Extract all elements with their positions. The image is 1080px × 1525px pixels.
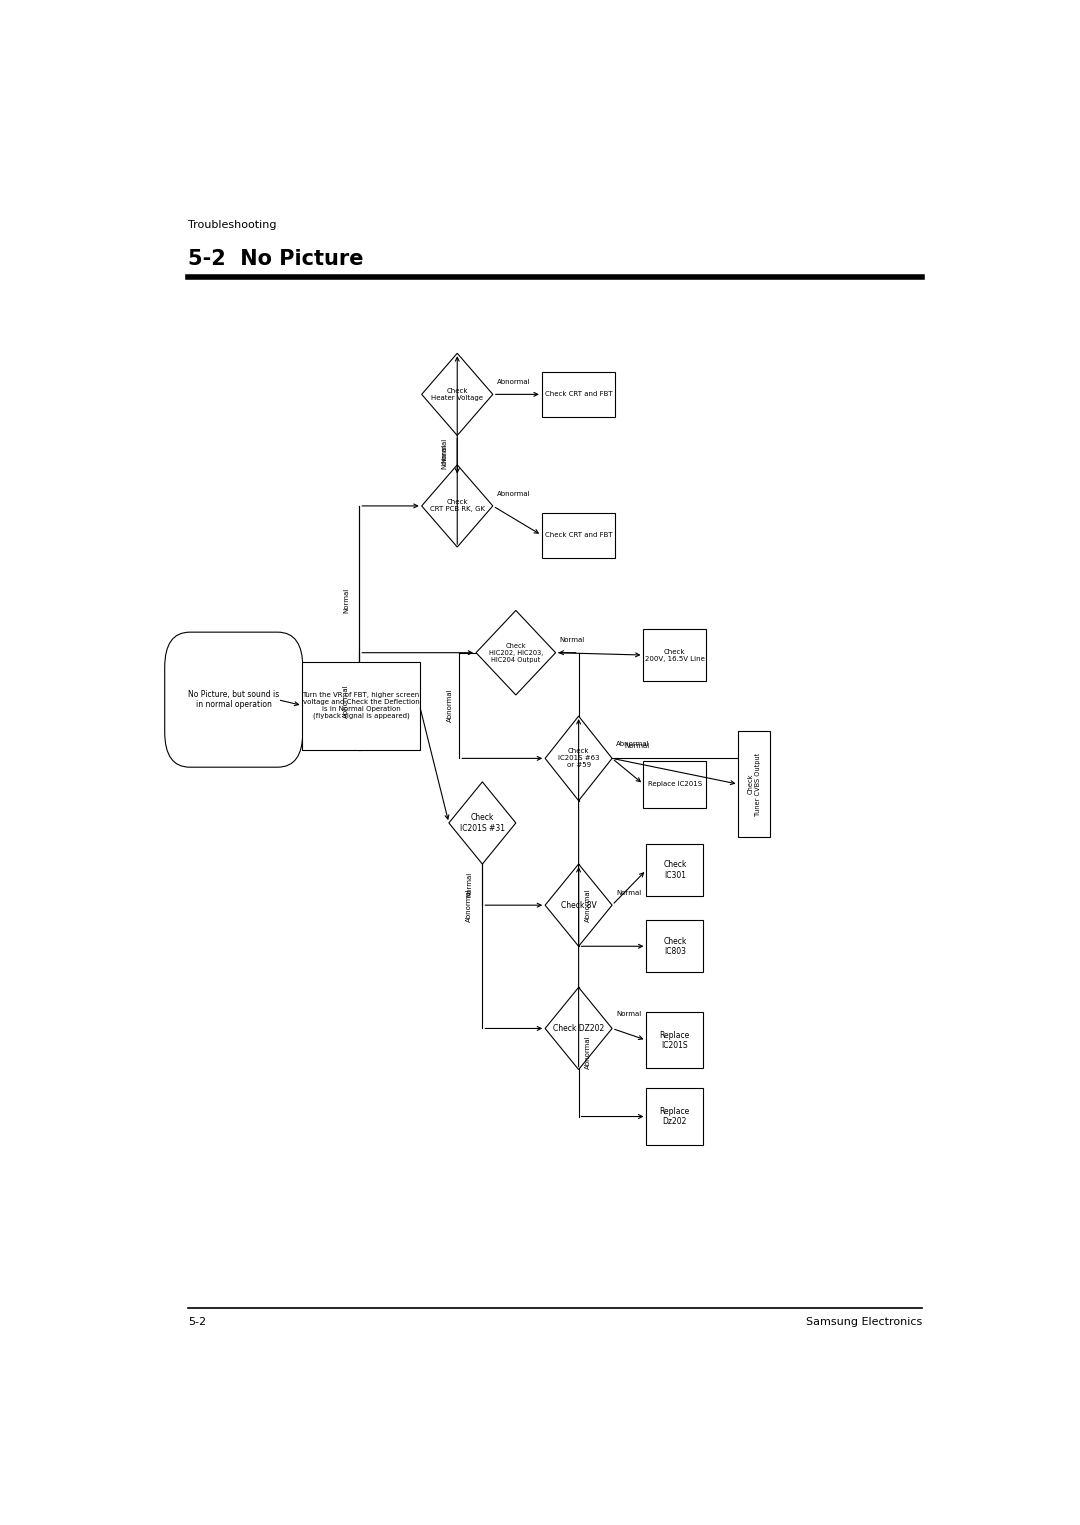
- Polygon shape: [449, 782, 516, 865]
- FancyBboxPatch shape: [542, 512, 616, 558]
- Text: Normal: Normal: [624, 743, 650, 749]
- Text: Replace IC201S: Replace IC201S: [648, 781, 702, 787]
- Text: Troubleshooting: Troubleshooting: [188, 220, 276, 230]
- FancyBboxPatch shape: [644, 761, 706, 808]
- Text: 5-2: 5-2: [188, 1318, 206, 1327]
- Text: Replace
IC201S: Replace IC201S: [660, 1031, 690, 1049]
- Text: Check
IC201S #63
or #59: Check IC201S #63 or #59: [557, 749, 599, 769]
- Polygon shape: [545, 987, 612, 1069]
- Text: Abnormal: Abnormal: [497, 380, 530, 384]
- Text: Abnormal: Abnormal: [585, 1035, 592, 1069]
- FancyBboxPatch shape: [302, 662, 420, 750]
- Text: Check CRT and FBT: Check CRT and FBT: [544, 392, 612, 398]
- Text: Check
Heater Voltage: Check Heater Voltage: [431, 387, 483, 401]
- Text: Normal: Normal: [343, 587, 349, 613]
- Polygon shape: [545, 865, 612, 946]
- FancyBboxPatch shape: [739, 732, 770, 837]
- FancyBboxPatch shape: [647, 1013, 703, 1069]
- Text: Normal: Normal: [617, 1011, 642, 1017]
- Text: Abnormal: Abnormal: [447, 689, 453, 723]
- Text: Check
IC301: Check IC301: [663, 860, 687, 880]
- Text: Replace
Dz202: Replace Dz202: [660, 1107, 690, 1127]
- Text: Turn the VR of FBT, higher screen
voltage and Check the Deflection
is in Normal : Turn the VR of FBT, higher screen voltag…: [302, 692, 420, 720]
- Text: Abnormal: Abnormal: [467, 889, 472, 923]
- Text: Check
CRT PCB RK, GK: Check CRT PCB RK, GK: [430, 499, 485, 512]
- Text: Normal: Normal: [617, 889, 642, 895]
- FancyBboxPatch shape: [644, 630, 706, 680]
- Text: Check
IC803: Check IC803: [663, 936, 687, 956]
- FancyBboxPatch shape: [647, 921, 703, 971]
- Text: 5-2  No Picture: 5-2 No Picture: [188, 249, 363, 268]
- Text: Check DZ202: Check DZ202: [553, 1023, 604, 1032]
- FancyBboxPatch shape: [542, 372, 616, 416]
- Text: Check 8V: Check 8V: [561, 901, 596, 910]
- FancyBboxPatch shape: [165, 633, 302, 767]
- Text: Samsung Electronics: Samsung Electronics: [806, 1318, 922, 1327]
- Text: Check
IC201S #31: Check IC201S #31: [460, 813, 504, 833]
- Text: Normal: Normal: [559, 637, 585, 644]
- Polygon shape: [476, 610, 555, 695]
- Text: Abnormal: Abnormal: [617, 741, 650, 747]
- Text: Abnormal: Abnormal: [585, 889, 592, 923]
- Polygon shape: [421, 465, 492, 547]
- Text: No Picture, but sound is
in normal operation: No Picture, but sound is in normal opera…: [188, 689, 280, 709]
- Text: Normal: Normal: [467, 872, 472, 897]
- Polygon shape: [545, 717, 612, 801]
- FancyBboxPatch shape: [647, 1089, 703, 1145]
- FancyBboxPatch shape: [647, 845, 703, 895]
- Text: Check
HIC202, HIC203,
HIC204 Output: Check HIC202, HIC203, HIC204 Output: [489, 642, 543, 663]
- Text: Check
Tuner CVBS Output: Check Tuner CVBS Output: [747, 753, 761, 816]
- Text: Check CRT and FBT: Check CRT and FBT: [544, 532, 612, 538]
- Polygon shape: [421, 354, 492, 436]
- Text: Check
200V, 16.5V Line: Check 200V, 16.5V Line: [645, 648, 705, 662]
- Text: Normal: Normal: [442, 444, 447, 470]
- Text: Abnormal: Abnormal: [497, 491, 530, 497]
- Text: Abnormal: Abnormal: [343, 685, 349, 718]
- Text: Normal: Normal: [442, 438, 447, 462]
